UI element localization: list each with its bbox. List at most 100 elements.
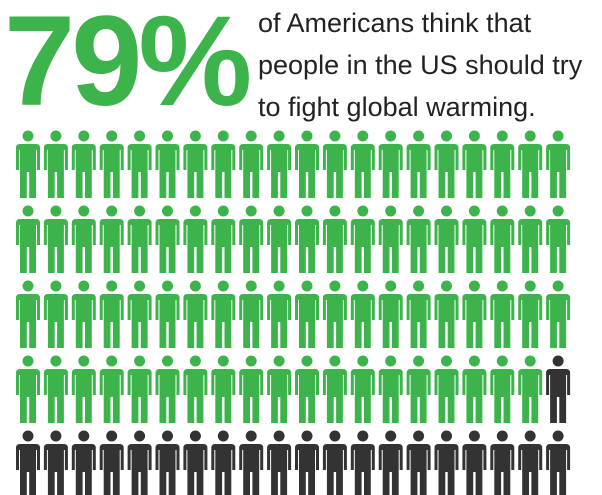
person-icon-rest xyxy=(546,430,571,495)
icon-body xyxy=(71,444,96,495)
icon-head xyxy=(329,355,341,367)
icon-head xyxy=(496,130,508,142)
icon-body xyxy=(350,219,375,273)
person-icon-rest xyxy=(183,430,208,495)
person-icon xyxy=(16,130,40,198)
icon-head xyxy=(552,430,564,442)
icon-body xyxy=(43,219,68,273)
icon-body xyxy=(295,444,319,495)
icon-head xyxy=(413,355,425,367)
person-icon xyxy=(322,355,347,423)
person-icon xyxy=(239,280,264,348)
icon-head xyxy=(189,355,201,367)
icon-body xyxy=(71,369,96,423)
person-icon xyxy=(99,205,124,273)
person-icon xyxy=(518,205,543,273)
icon-head xyxy=(50,130,62,142)
icon-head xyxy=(162,205,173,217)
person-icon xyxy=(211,355,236,423)
icon-body xyxy=(267,219,292,273)
icon-body xyxy=(267,369,292,423)
person-icon xyxy=(71,205,96,273)
person-icon xyxy=(99,280,124,348)
icon-body xyxy=(406,294,431,348)
person-icon xyxy=(490,130,515,198)
icon-head xyxy=(273,280,285,292)
icon-body xyxy=(267,144,292,198)
icon-head xyxy=(524,280,536,292)
person-icon xyxy=(211,130,236,198)
icon-head xyxy=(162,355,173,367)
person-icon xyxy=(183,130,208,198)
person-icon xyxy=(99,130,124,198)
person-icon xyxy=(211,280,236,348)
person-icon-rest xyxy=(546,355,571,423)
icon-body xyxy=(211,144,236,198)
person-icon xyxy=(462,205,487,273)
icon-head xyxy=(524,130,536,142)
person-icon xyxy=(462,355,487,423)
icon-head xyxy=(468,205,480,217)
icon-head xyxy=(50,205,62,217)
icon-body xyxy=(183,444,208,495)
icon-body xyxy=(155,219,180,273)
person-icon xyxy=(127,355,152,423)
icon-body xyxy=(99,444,124,495)
icon-head xyxy=(245,205,257,217)
icon-body xyxy=(462,369,487,423)
icon-head xyxy=(468,355,480,367)
icon-head xyxy=(189,430,201,442)
icon-head xyxy=(273,430,285,442)
person-icon-rest xyxy=(406,430,431,495)
icon-body xyxy=(434,294,459,348)
subtitle: of Americans think that people in the US… xyxy=(258,8,583,122)
person-icon xyxy=(406,280,431,348)
person-icon xyxy=(434,355,459,423)
person-icon xyxy=(43,355,68,423)
person-icon xyxy=(434,130,459,198)
icon-body xyxy=(462,444,487,495)
icon-body xyxy=(43,144,68,198)
icon-head xyxy=(441,280,452,292)
icon-head xyxy=(413,280,425,292)
icon-head xyxy=(385,280,397,292)
person-icon xyxy=(71,130,96,198)
icon-head xyxy=(162,130,173,142)
person-icon xyxy=(490,280,515,348)
icon-body xyxy=(211,294,236,348)
person-icon xyxy=(378,205,403,273)
icon-head xyxy=(22,205,34,217)
icon-head xyxy=(413,205,425,217)
icon-head xyxy=(50,430,62,442)
icon-head xyxy=(301,355,313,367)
person-icon xyxy=(211,205,236,273)
person-icon xyxy=(155,355,180,423)
person-icon xyxy=(350,280,375,348)
icon-head xyxy=(441,130,452,142)
icon-body xyxy=(350,294,375,348)
icon-body xyxy=(322,219,347,273)
icon-body xyxy=(183,219,208,273)
icon-body xyxy=(127,444,152,495)
person-icon xyxy=(322,130,347,198)
icon-body xyxy=(239,219,264,273)
icon-head xyxy=(385,355,397,367)
icon-head xyxy=(385,205,397,217)
person-icon xyxy=(546,205,571,273)
person-icon-rest xyxy=(462,430,487,495)
person-icon-rest xyxy=(155,430,180,495)
icon-body xyxy=(322,294,347,348)
person-icon xyxy=(518,280,543,348)
icon-head xyxy=(301,205,313,217)
icon-body xyxy=(183,294,208,348)
icon-head xyxy=(162,280,173,292)
icon-head xyxy=(329,205,341,217)
icon-head xyxy=(385,130,397,142)
icon-body xyxy=(462,294,487,348)
icon-head xyxy=(245,280,257,292)
person-icon xyxy=(267,280,292,348)
icon-head xyxy=(385,430,397,442)
icon-head xyxy=(106,205,118,217)
icon-head xyxy=(217,205,229,217)
